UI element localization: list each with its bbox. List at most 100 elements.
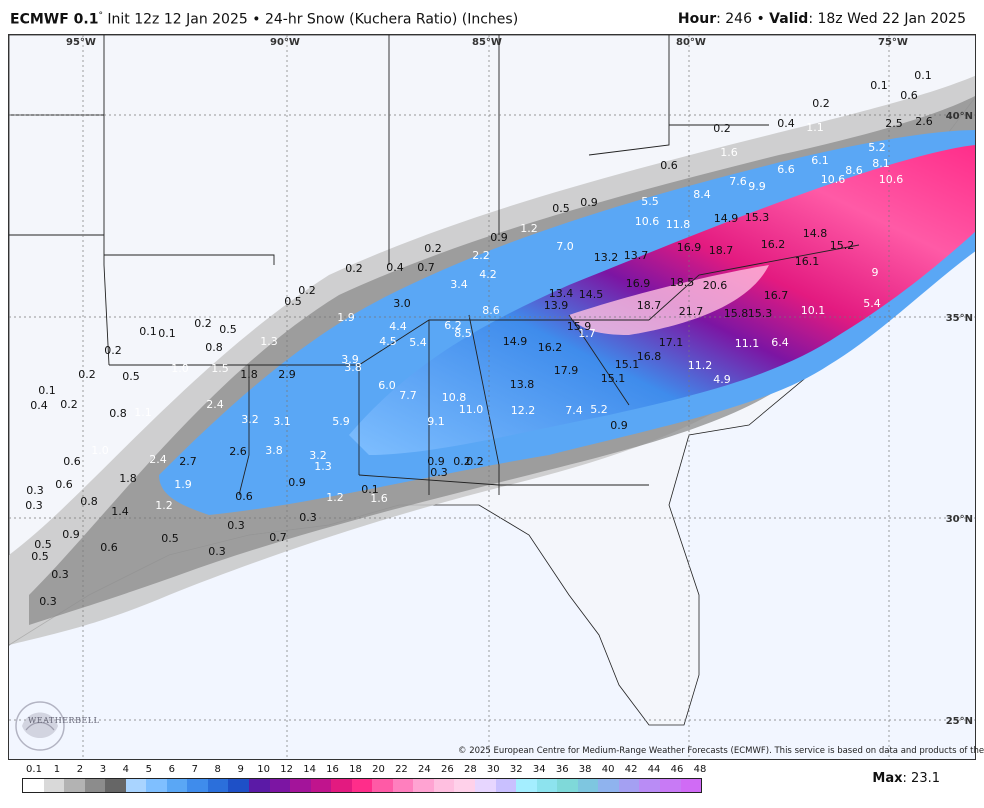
snow-value-label: 0.9	[490, 231, 508, 244]
map-header: ECMWF 0.1° Init 12z 12 Jan 2025 • 24-hr …	[0, 0, 984, 34]
snow-value-label: 0.6	[63, 455, 81, 468]
snow-value-label: 1.2	[155, 499, 173, 512]
title-separator: •	[252, 11, 261, 28]
max-label: Max	[872, 771, 903, 786]
snow-value-label: 0.6	[900, 89, 918, 102]
snow-value-label: 0.2	[78, 368, 96, 381]
scale-swatch	[125, 779, 147, 792]
snow-value-label: 0.6	[660, 159, 678, 172]
snow-value-label: 14.5	[579, 288, 604, 301]
scale-swatch	[495, 779, 517, 792]
scale-swatch	[228, 779, 250, 792]
snow-value-label: 15.3	[748, 307, 773, 320]
snow-value-label: 0.2	[713, 122, 731, 135]
snow-value-label: 1.8	[119, 472, 137, 485]
snow-value-label: 0.1	[158, 327, 176, 340]
snow-value-label: 0.8	[80, 495, 98, 508]
snow-value-label: 1.4	[111, 505, 129, 518]
snow-value-label: 13.4	[549, 287, 574, 300]
scale-tick-label: 26	[441, 764, 454, 775]
scale-swatch	[680, 779, 702, 792]
snow-value-label: 3.9	[341, 353, 359, 366]
scale-swatch	[475, 779, 496, 792]
snow-value-label: 11.1	[735, 337, 760, 350]
scale-swatch	[105, 779, 126, 792]
snow-value-label: 0.6	[100, 541, 118, 554]
scale-tick-label: 1	[53, 764, 61, 775]
scale-tick-label: 8	[214, 764, 221, 775]
snow-value-label: 1.8	[240, 368, 258, 381]
scale-tick-label: 16	[326, 764, 339, 775]
snow-value-label: 0.2	[194, 317, 212, 330]
scale-tick-label: 28	[463, 764, 477, 775]
snow-value-label: 0.5	[219, 323, 237, 336]
snow-value-label: 5.9	[332, 415, 350, 428]
snow-value-label: 0.3	[227, 519, 245, 532]
snow-value-label: 3.4	[450, 278, 468, 291]
snow-value-label: 2.9	[278, 368, 296, 381]
scale-swatch	[536, 779, 558, 792]
snow-value-label: 0.6	[235, 490, 253, 503]
scale-swatch	[331, 779, 352, 792]
snow-value-label: 11.0	[459, 403, 484, 416]
degree-mark: °	[98, 11, 103, 21]
snow-value-label: 4.9	[713, 373, 731, 386]
snow-value-label: 3.2	[241, 413, 259, 426]
snow-value-label: 6.2	[444, 319, 462, 332]
snow-value-label: 3.8	[344, 361, 362, 374]
scale-tick-label: 38	[578, 764, 592, 775]
snow-value-label: 15.2	[830, 239, 855, 252]
snow-value-label: 8.1	[872, 157, 890, 170]
snow-value-label: 8.6	[482, 304, 500, 317]
scale-swatch	[639, 779, 660, 792]
scale-swatch	[207, 779, 229, 792]
snow-value-label: 14.9	[503, 335, 528, 348]
scale-tick-label: 5	[145, 764, 152, 775]
init-time: Init 12z 12 Jan 2025	[107, 11, 248, 28]
snow-value-label: 13.2	[594, 251, 619, 264]
snow-value-label: 5.2	[868, 141, 886, 154]
snow-value-label: 0.4	[386, 261, 404, 274]
copyright-credit: © 2025 European Centre for Medium-Range …	[458, 746, 984, 756]
snow-value-label: 0.1	[361, 483, 379, 496]
snow-value-label: 16.7	[764, 289, 789, 302]
color-scale: 0.1 1 2 3 4 5 6 7 8 9 10 12 14 16 18 20 22 24 26 28 30 32 34 36…	[22, 764, 706, 794]
scale-tick-label: 20	[372, 764, 385, 775]
snow-value-label: 16.2	[538, 341, 563, 354]
snow-value-label: 0.2	[104, 344, 122, 357]
scale-tick-label: 46	[670, 764, 684, 775]
snow-value-label: 0.3	[26, 484, 44, 497]
snow-value-label: 1.3	[314, 460, 332, 473]
snow-value-label: 9.9	[748, 180, 766, 193]
product-name: 24-hr Snow (Kuchera Ratio) (Inches)	[264, 11, 519, 28]
snow-value-label: 0.5	[161, 532, 179, 545]
snow-value-label: 6.1	[811, 154, 829, 167]
scale-swatch	[269, 779, 291, 792]
longitude-label: 90°W	[270, 37, 300, 48]
snow-value-label: 7.4	[565, 404, 583, 417]
snow-value-label: 4.2	[479, 268, 497, 281]
snow-value-label: 3.2	[309, 449, 327, 462]
snow-value-label: 0.5	[122, 370, 140, 383]
snow-value-label: 8.6	[845, 164, 863, 177]
scale-tick-label: 7	[191, 764, 198, 775]
map-canvas: 95°W 90°W 85°W 80°W 75°W 40°N 35°N 30°N 25°N 0.…	[9, 35, 975, 759]
scale-ticks: 0.1 1 2 3 4 5 6 7 8 9 10 12 14 16 18 20 22 24 26 28 30 32 34 36…	[22, 764, 706, 776]
snow-value-label: 0.3	[208, 545, 226, 558]
state-borders	[9, 35, 860, 496]
snow-value-label: 14.8	[803, 227, 828, 240]
snow-value-label: 5.2	[590, 403, 608, 416]
scale-tick-label: 36	[555, 764, 569, 775]
snow-value-label: 0.2	[424, 242, 442, 255]
snow-value-label: 3.1	[273, 415, 291, 428]
scale-tick-label: 44	[647, 764, 661, 775]
weatherbell-logo-icon	[15, 701, 65, 751]
snow-value-label: 1.6	[720, 146, 738, 159]
scale-tick-label: 22	[395, 764, 408, 775]
snow-value-label: 0.3	[39, 595, 57, 608]
snow-value-label: 10.6	[821, 173, 846, 186]
snowfall-map[interactable]: 95°W 90°W 85°W 80°W 75°W 40°N 35°N 30°N 25°N 0.…	[8, 34, 976, 760]
longitude-label: 80°W	[676, 37, 706, 48]
snow-value-label: 10.6	[635, 215, 660, 228]
snow-value-label: 1.0	[91, 444, 109, 457]
